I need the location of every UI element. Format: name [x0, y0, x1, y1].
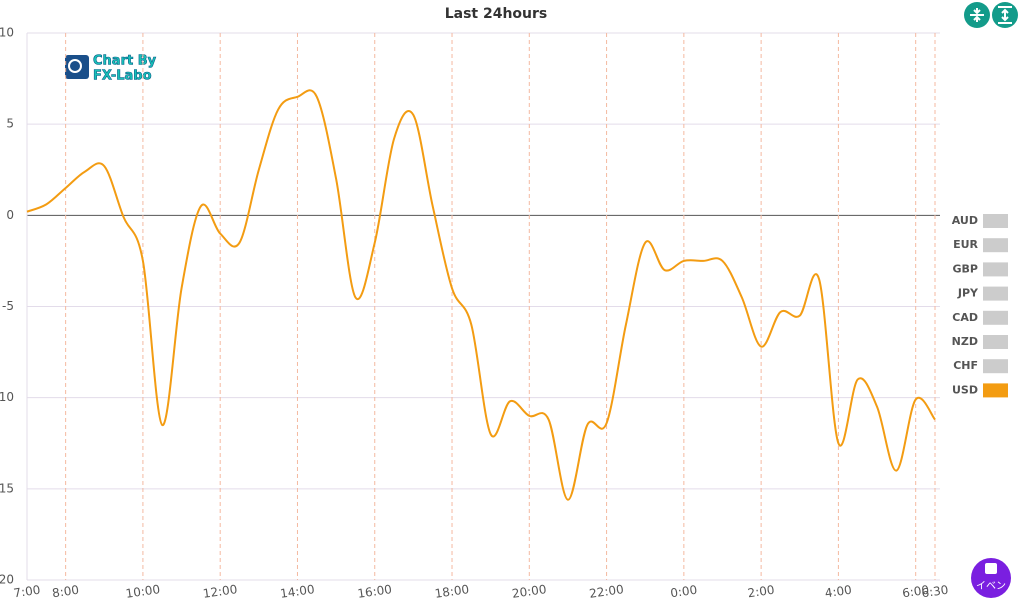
legend-label[interactable]: CHF: [953, 359, 978, 372]
legend-swatch[interactable]: [983, 383, 1008, 398]
event-icon: [985, 563, 997, 574]
y-tick-label: 10: [0, 26, 14, 40]
logo: Chart By FX-Labo: [65, 53, 157, 84]
legend-swatch[interactable]: [983, 310, 1008, 325]
x-tick-label: 7:00: [13, 583, 42, 601]
legend-swatch[interactable]: [983, 238, 1008, 253]
y-tick-label: 5: [6, 117, 14, 131]
x-tick-label: 18:00: [434, 582, 470, 601]
logo-text: Chart By: [93, 54, 157, 69]
legend-label[interactable]: NZD: [952, 335, 978, 348]
logo-text: FX-Labo: [93, 69, 152, 84]
x-tick-label: 16:00: [357, 582, 393, 601]
x-tick-label: 14:00: [279, 582, 315, 601]
y-tick-label: 20: [0, 573, 14, 587]
event-button-bg[interactable]: [971, 558, 1011, 598]
legend-swatch[interactable]: [983, 335, 1008, 349]
plot: 20 15 10 -5 0 5 10 7:00 8:00 10:00 12:00 14:00 16:00…: [0, 26, 949, 601]
x-tick-label: 8:00: [51, 583, 80, 601]
legend-swatch[interactable]: [983, 359, 1008, 374]
legend-label[interactable]: GBP: [953, 262, 978, 275]
legend-label[interactable]: JPY: [957, 287, 979, 300]
legend-label[interactable]: CAD: [952, 311, 978, 324]
x-tick-label: 22:00: [588, 582, 624, 601]
x-tick-label: 10:00: [125, 582, 161, 601]
y-tick-label: 15: [0, 481, 14, 495]
line: [26, 89, 936, 501]
x-tick-label: 2:00: [747, 583, 776, 601]
collapse-icon: [970, 8, 984, 22]
chart-title: Last 24hours: [445, 6, 548, 22]
legend-label[interactable]: USD: [952, 383, 978, 396]
legend-label[interactable]: EUR: [953, 238, 978, 251]
x-tick-label: 6:00: [901, 583, 930, 601]
legend-swatch[interactable]: [983, 262, 1008, 277]
y-tick-label: 10: [0, 390, 14, 404]
event-button[interactable]: イベン: [971, 558, 1011, 598]
x-tick-label: 20:00: [511, 582, 547, 601]
x-tick-label: 6:30: [921, 583, 950, 601]
y-tick-label: 0: [6, 208, 14, 222]
x-tick-label: 4:00: [824, 583, 853, 601]
logo-icon-lens: [68, 59, 82, 73]
legend[interactable]: AUD EUR GBP JPY CAD NZD CHF USD: [952, 214, 1008, 398]
legend-swatch[interactable]: [983, 214, 1008, 228]
x-tick-label: 0:00: [669, 583, 698, 601]
expand-icon: [998, 6, 1012, 24]
x-tick-label: 12:00: [202, 582, 238, 601]
toolbar[interactable]: [964, 2, 1018, 28]
legend-label[interactable]: AUD: [952, 214, 978, 227]
y-tick-label: -5: [2, 299, 14, 313]
legend-swatch[interactable]: [983, 286, 1008, 301]
event-button-label[interactable]: イベン: [976, 580, 1006, 592]
